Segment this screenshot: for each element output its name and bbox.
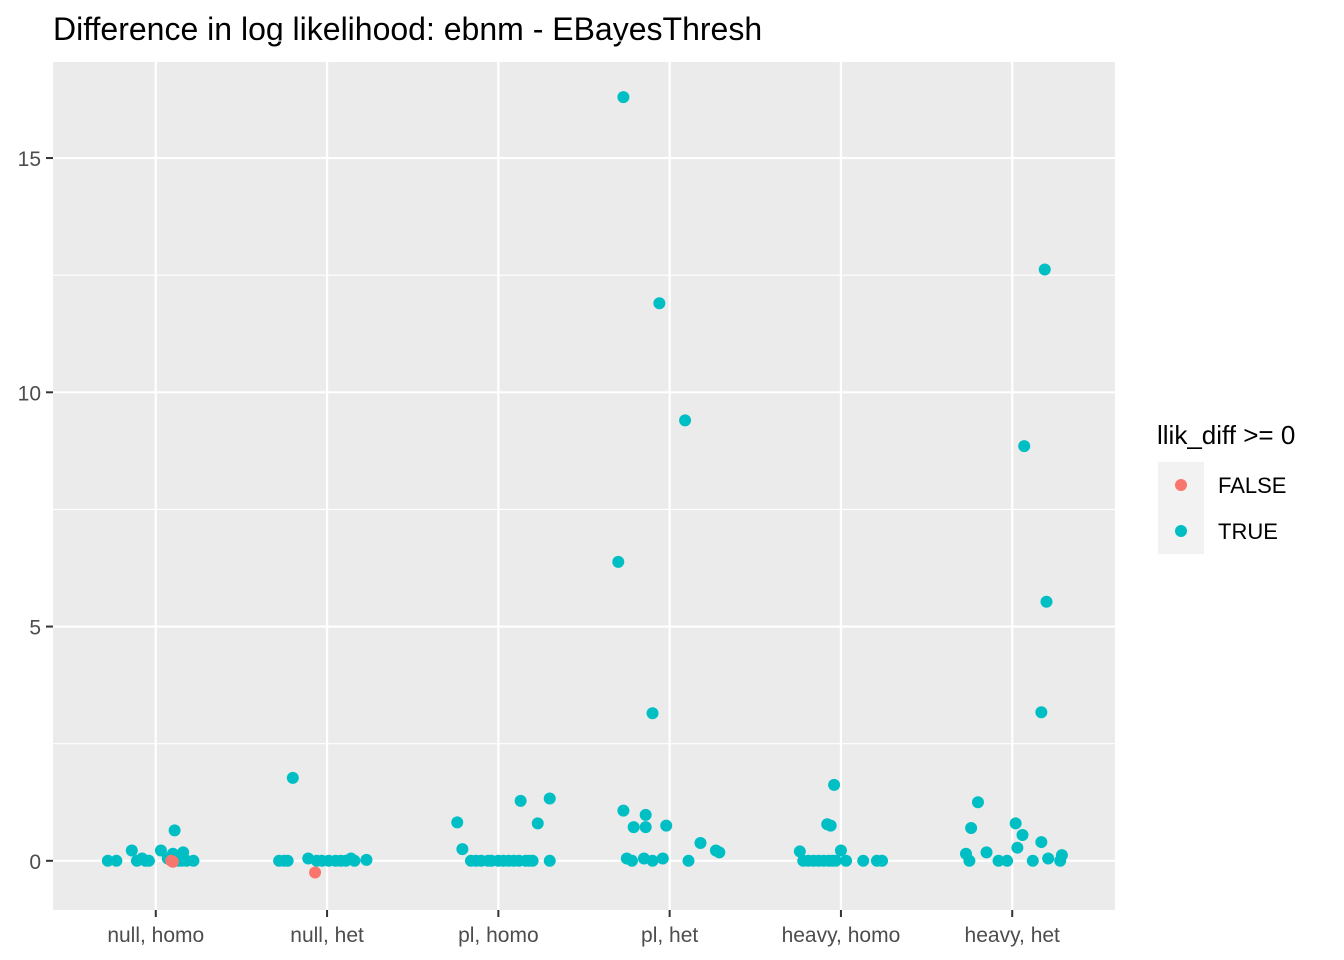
data-point-true <box>793 845 806 858</box>
data-point-true <box>612 555 625 568</box>
data-point-true <box>1026 854 1039 867</box>
data-point-true <box>110 854 123 867</box>
data-point-true <box>1001 854 1014 867</box>
data-point-true <box>360 853 373 866</box>
legend-label-false: FALSE <box>1218 473 1286 498</box>
x-tick-label: heavy, het <box>965 924 1061 947</box>
data-point-true <box>281 854 294 867</box>
data-point-true <box>694 837 707 850</box>
data-point-true <box>1055 849 1068 862</box>
legend-key-true <box>1175 525 1187 537</box>
data-point-true <box>617 804 630 817</box>
data-point-true <box>1035 706 1048 719</box>
data-point-true <box>187 854 200 867</box>
x-tick-label: null, homo <box>107 924 204 947</box>
data-point-true <box>656 852 669 865</box>
data-point-true <box>824 819 837 832</box>
data-point-true <box>840 854 853 867</box>
y-axis: 0 5 10 15 <box>18 148 53 874</box>
legend-key-false <box>1175 479 1187 491</box>
plot-panel <box>53 62 1115 910</box>
data-points <box>101 91 1068 879</box>
legend: llik_diff >= 0 FALSE TRUE <box>1157 420 1295 554</box>
data-point-true <box>646 707 659 720</box>
data-point-true <box>1018 440 1031 453</box>
data-point-true <box>1040 595 1053 608</box>
data-point-true <box>286 771 299 784</box>
data-point-true <box>1038 263 1051 276</box>
data-point-true <box>101 854 114 867</box>
data-point-true <box>543 854 556 867</box>
x-axis: null, homo null, het pl, homo pl, het heavy,… <box>107 910 1060 947</box>
data-point-true <box>1009 817 1022 830</box>
x-tick-label: heavy, homo <box>782 924 901 947</box>
data-point-true <box>125 844 138 857</box>
data-point-true <box>154 844 167 857</box>
data-point-true <box>543 792 556 805</box>
data-point-true <box>660 819 673 832</box>
data-point-true <box>713 846 726 859</box>
y-tick-label: 5 <box>29 617 41 640</box>
data-point-true <box>168 824 181 837</box>
data-point-false <box>309 866 322 879</box>
data-point-true <box>142 854 155 867</box>
data-point-true <box>965 822 978 835</box>
data-point-true <box>451 816 464 829</box>
data-point-true <box>857 854 870 867</box>
data-point-true <box>1035 836 1048 849</box>
legend-label-true: TRUE <box>1218 519 1278 544</box>
data-point-true <box>1016 829 1029 842</box>
data-point-true <box>646 854 659 867</box>
y-tick-label: 15 <box>18 148 41 171</box>
data-point-true <box>531 817 544 830</box>
minor-gridlines <box>53 40 1115 745</box>
x-tick-label: pl, het <box>641 924 698 947</box>
data-point-true <box>348 854 361 867</box>
data-point-true <box>514 794 527 807</box>
major-gridlines <box>53 62 1115 910</box>
data-point-true <box>1011 841 1024 854</box>
data-point-true <box>876 854 889 867</box>
data-point-false <box>166 855 179 868</box>
data-point-true <box>639 808 652 821</box>
y-tick-label: 0 <box>29 851 41 874</box>
data-point-true <box>829 854 842 867</box>
data-point-true <box>682 854 695 867</box>
data-point-true <box>625 854 638 867</box>
data-point-true <box>834 844 847 857</box>
legend-key-background <box>1158 462 1204 554</box>
data-point-true <box>992 854 1005 867</box>
data-point-true <box>679 414 692 427</box>
data-point-true <box>526 854 539 867</box>
data-point-true <box>456 843 469 856</box>
data-point-true <box>963 854 976 867</box>
data-point-true <box>828 778 841 791</box>
data-point-true <box>617 91 630 104</box>
legend-title: llik_diff >= 0 <box>1157 420 1295 450</box>
data-point-true <box>1042 852 1055 865</box>
x-tick-label: pl, homo <box>458 924 539 947</box>
data-point-true <box>653 297 666 310</box>
x-tick-label: null, het <box>290 924 364 947</box>
data-point-true <box>627 821 640 834</box>
y-tick-label: 10 <box>18 382 41 405</box>
data-point-true <box>639 821 652 834</box>
chart-title: Difference in log likelihood: ebnm - EBa… <box>53 11 762 47</box>
data-point-true <box>980 846 993 859</box>
data-point-true <box>971 796 984 809</box>
